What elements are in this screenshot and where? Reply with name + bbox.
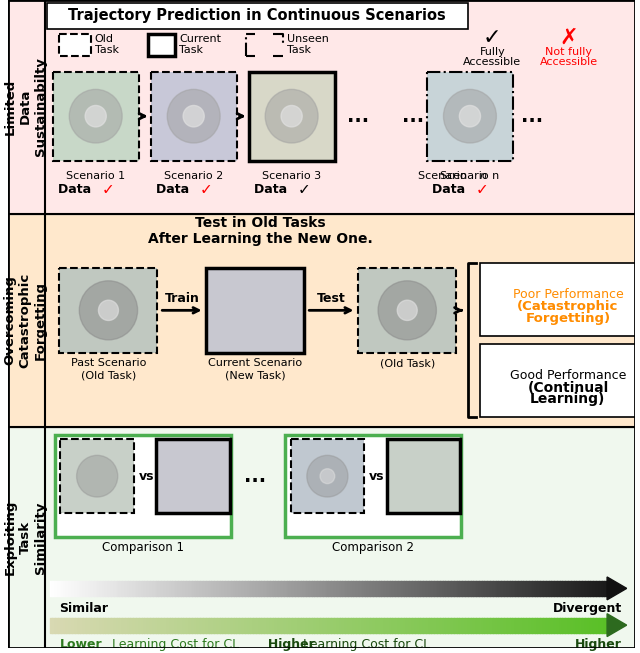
Text: Current
Task: Current Task bbox=[179, 34, 221, 56]
Text: ...: ... bbox=[244, 467, 266, 486]
Bar bbox=[8, 427, 634, 648]
Text: n: n bbox=[480, 171, 487, 181]
Bar bbox=[291, 439, 364, 513]
Text: ...: ... bbox=[403, 106, 424, 125]
Text: Unseen
Task: Unseen Task bbox=[287, 34, 328, 56]
Polygon shape bbox=[607, 577, 627, 600]
Text: Poor Performance: Poor Performance bbox=[513, 288, 623, 301]
Text: (Continual: (Continual bbox=[527, 381, 609, 394]
Circle shape bbox=[397, 300, 417, 321]
Bar bbox=[60, 34, 91, 56]
Text: Test: Test bbox=[317, 293, 346, 306]
Bar bbox=[52, 71, 139, 161]
Bar bbox=[54, 435, 231, 537]
Bar bbox=[47, 3, 468, 29]
Bar bbox=[60, 439, 134, 513]
Bar bbox=[60, 268, 157, 353]
Bar bbox=[480, 263, 640, 336]
Text: Fully: Fully bbox=[479, 46, 506, 57]
Bar bbox=[207, 268, 305, 353]
Circle shape bbox=[99, 300, 118, 321]
Bar bbox=[480, 344, 640, 417]
Polygon shape bbox=[607, 614, 627, 637]
Text: Learning Cost for CL: Learning Cost for CL bbox=[108, 637, 239, 650]
Text: ✓: ✓ bbox=[483, 27, 502, 48]
Text: Learning): Learning) bbox=[530, 392, 605, 406]
Circle shape bbox=[307, 455, 348, 497]
Text: Limited
Data
Sustainabilty: Limited Data Sustainabilty bbox=[4, 57, 47, 156]
Text: ✓: ✓ bbox=[476, 182, 488, 197]
Bar bbox=[8, 214, 634, 427]
Text: Past Scenario
(Old Task): Past Scenario (Old Task) bbox=[71, 358, 146, 380]
Text: ✗: ✗ bbox=[559, 27, 578, 48]
Text: (Old Task): (Old Task) bbox=[380, 358, 435, 368]
Text: ✓: ✓ bbox=[298, 182, 310, 197]
Text: Data: Data bbox=[156, 183, 194, 196]
Text: Exploiting
Task
Similarity: Exploiting Task Similarity bbox=[4, 500, 47, 575]
Circle shape bbox=[85, 106, 106, 127]
Circle shape bbox=[77, 455, 118, 497]
Text: Higher: Higher bbox=[575, 637, 622, 650]
Bar bbox=[156, 439, 230, 513]
Text: Test in Old Tasks
After Learning the New One.: Test in Old Tasks After Learning the New… bbox=[148, 216, 372, 246]
Circle shape bbox=[281, 106, 302, 127]
Circle shape bbox=[69, 89, 122, 143]
Circle shape bbox=[460, 106, 481, 127]
Text: Scenario 2: Scenario 2 bbox=[164, 171, 223, 181]
Text: Data: Data bbox=[254, 183, 292, 196]
Text: Scenario: Scenario bbox=[418, 171, 470, 181]
Bar bbox=[358, 268, 456, 353]
Text: vs: vs bbox=[369, 470, 385, 483]
Text: Lower: Lower bbox=[60, 637, 102, 650]
Circle shape bbox=[444, 89, 497, 143]
Circle shape bbox=[320, 469, 335, 484]
Circle shape bbox=[183, 106, 204, 127]
Text: Comparison 1: Comparison 1 bbox=[102, 541, 184, 554]
Text: Scenario n: Scenario n bbox=[440, 171, 500, 181]
Circle shape bbox=[265, 89, 318, 143]
Text: Forgetting): Forgetting) bbox=[525, 312, 611, 325]
Text: Not fully: Not fully bbox=[545, 46, 593, 57]
Text: (Catastrophic: (Catastrophic bbox=[517, 300, 619, 313]
Text: Higher: Higher bbox=[246, 637, 314, 650]
Bar bbox=[150, 71, 237, 161]
Text: Train: Train bbox=[164, 293, 200, 306]
Text: Data: Data bbox=[58, 183, 96, 196]
Text: Accessible: Accessible bbox=[540, 57, 598, 67]
Text: Divergent: Divergent bbox=[552, 602, 622, 614]
Text: Trajectory Prediction in Continuous Scenarios: Trajectory Prediction in Continuous Scen… bbox=[68, 8, 446, 24]
Text: Good Performance: Good Performance bbox=[509, 369, 626, 382]
Bar bbox=[285, 435, 461, 537]
Bar bbox=[248, 71, 335, 161]
Circle shape bbox=[378, 281, 436, 340]
Text: Learning Cost for CL: Learning Cost for CL bbox=[300, 637, 431, 650]
Bar bbox=[427, 71, 513, 161]
Text: Old
Task: Old Task bbox=[95, 34, 119, 56]
Text: Similar: Similar bbox=[60, 602, 108, 614]
Bar bbox=[8, 0, 634, 214]
Text: Comparison 2: Comparison 2 bbox=[332, 541, 414, 554]
Text: vs: vs bbox=[139, 470, 154, 483]
Circle shape bbox=[79, 281, 138, 340]
Text: Accessible: Accessible bbox=[463, 57, 522, 67]
Text: ✓: ✓ bbox=[200, 182, 212, 197]
Circle shape bbox=[167, 89, 220, 143]
Bar bbox=[387, 439, 460, 513]
Text: Current Scenario
(New Task): Current Scenario (New Task) bbox=[209, 358, 303, 380]
Text: Data: Data bbox=[433, 183, 470, 196]
Bar bbox=[148, 34, 175, 56]
Text: ✓: ✓ bbox=[102, 182, 115, 197]
Text: Scenario 1: Scenario 1 bbox=[66, 171, 125, 181]
Text: Overcoming
Catastrophic
Forgetting: Overcoming Catastrophic Forgetting bbox=[4, 273, 47, 368]
Text: ...: ... bbox=[521, 106, 543, 125]
Text: Scenario 3: Scenario 3 bbox=[262, 171, 321, 181]
Text: ...: ... bbox=[346, 106, 369, 125]
